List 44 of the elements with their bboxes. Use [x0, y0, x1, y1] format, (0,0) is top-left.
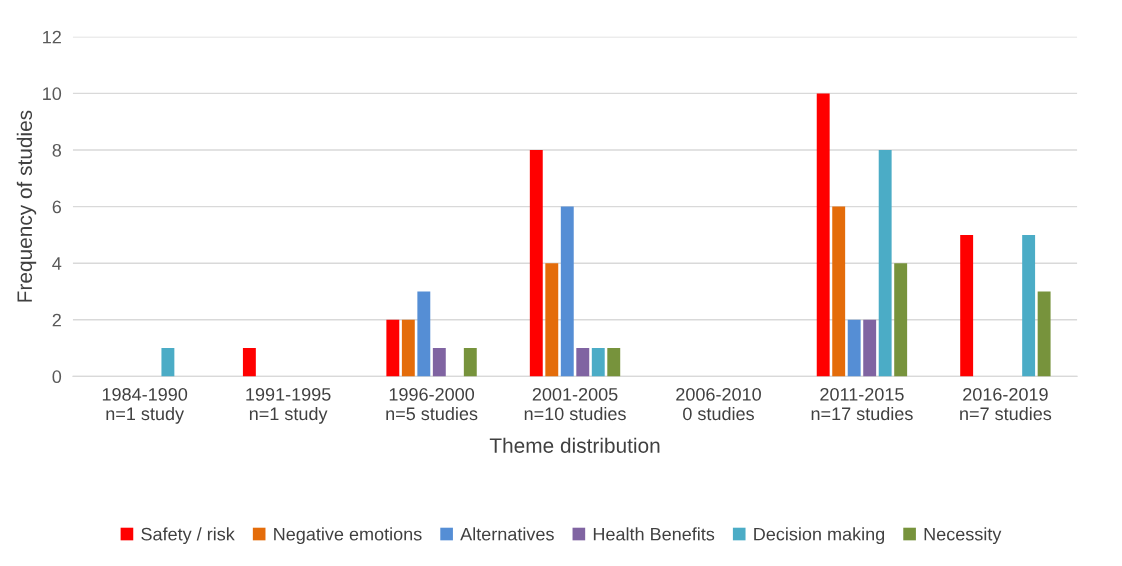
- y-tick-label: 8: [52, 143, 62, 157]
- bar: [816, 93, 830, 377]
- bar: [242, 348, 256, 377]
- bar: [847, 319, 861, 377]
- bar: [960, 234, 974, 377]
- bar: [832, 206, 846, 377]
- bar: [1037, 291, 1051, 377]
- y-tick-label: 6: [52, 200, 62, 214]
- y-tick-label: 2: [52, 313, 61, 327]
- y-tick-label: 0: [52, 370, 62, 384]
- bar: [463, 348, 477, 377]
- bar: [607, 348, 621, 377]
- x-tick-label: 1996-2000 n=5 studies: [386, 387, 478, 421]
- y-tick-label: 12: [43, 30, 61, 44]
- x-tick-label: 2016-2019 n=7 studies: [960, 387, 1052, 421]
- legend-label: Health Benefits: [593, 527, 715, 541]
- bar: [161, 348, 175, 377]
- legend-label: Negative emotions: [274, 527, 422, 545]
- bar: [545, 263, 559, 377]
- y-tick-label: 10: [43, 87, 62, 101]
- bar: [417, 291, 431, 377]
- x-tick-label: 2006-2010 0 studies: [676, 387, 761, 421]
- y-axis-title: Frequency of studies: [16, 110, 37, 302]
- bar: [576, 348, 590, 377]
- bar: [1022, 234, 1036, 377]
- x-tick-label: 2001-2005 n=10 studies: [524, 387, 626, 421]
- x-tick-label: 1991-1995 n=1 study: [246, 387, 331, 424]
- bar: [591, 348, 605, 377]
- x-axis-title: Theme distribution: [489, 437, 660, 453]
- bar: [529, 149, 543, 377]
- legend-label: Decision making: [754, 527, 885, 545]
- bar: [386, 319, 400, 377]
- legend-label: Safety / risk: [141, 527, 235, 545]
- y-tick-label: 4: [52, 257, 62, 270]
- x-tick-label: 1984-1990 n=1 study: [102, 387, 188, 424]
- legend-label: Necessity: [924, 527, 1002, 545]
- legend-label: Alternatives: [460, 527, 554, 541]
- bar: [401, 319, 415, 377]
- x-tick-label: 2011-2015 n=17 studies: [811, 387, 913, 421]
- bar: [863, 319, 877, 377]
- bar: [894, 263, 908, 377]
- bar: [878, 149, 892, 377]
- bar: [432, 348, 446, 377]
- bar: [560, 206, 574, 377]
